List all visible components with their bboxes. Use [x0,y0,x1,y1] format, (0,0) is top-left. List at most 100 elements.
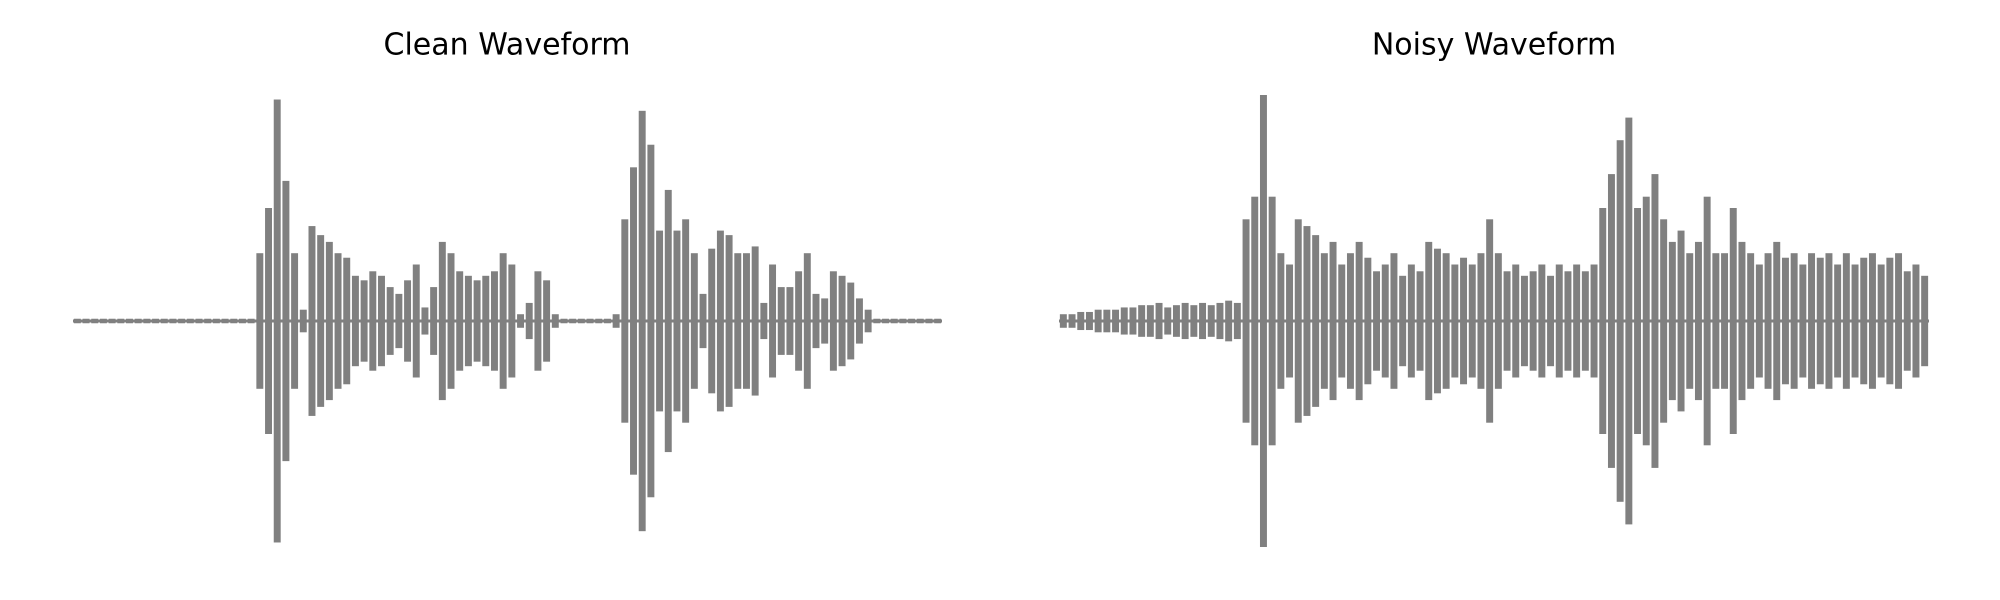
waveform-sample [1329,241,1337,401]
waveform-sample [847,282,855,360]
waveform-sample [699,293,707,349]
waveform-sample [1268,196,1276,446]
waveform-sample [490,271,498,371]
waveform-sample [1199,302,1207,340]
waveform-sample [1486,219,1494,423]
waveform-sample [152,318,160,324]
waveform-sample [1085,311,1093,331]
waveform-sample [769,264,777,378]
waveform-sample [1112,309,1120,333]
waveform-sample [1477,253,1485,389]
waveform-sample [829,271,837,371]
waveform-sample [1573,264,1581,378]
waveform-sample [195,318,203,324]
waveform-sample [925,318,933,324]
waveform-sample [1146,305,1154,337]
waveform-sample [1294,219,1302,423]
waveform-sample [482,275,490,367]
waveform-sample [551,314,559,328]
waveform-sample [1538,264,1546,378]
waveform-sample [638,110,646,532]
waveform-sample [1825,253,1833,389]
waveform-sample [160,318,168,324]
waveform-sample [838,275,846,367]
waveform-sample [1390,253,1398,389]
waveform-sample [682,219,690,423]
waveform-sample [1877,264,1885,378]
waveform-sample [1738,241,1746,401]
waveform-sample [1277,253,1285,389]
waveform-sample [534,271,542,371]
waveform-sample [438,241,446,401]
waveform-sample [212,318,220,324]
waveform-sample [1607,174,1615,468]
waveform-sample [1642,196,1650,446]
waveform-sample [656,230,664,412]
waveform-sample [473,280,481,362]
waveform-sample [1399,275,1407,367]
waveform-sample [1460,257,1468,385]
waveform-sample [430,287,438,355]
waveform-sample [751,246,759,396]
waveform-sample [1903,271,1911,371]
waveform-sample [1781,257,1789,385]
waveform-sample [247,318,255,324]
waveform-sample [1259,95,1267,547]
waveform-sample [569,318,577,324]
waveform-sample [1668,241,1676,401]
waveform-sample [1407,264,1415,378]
waveform-sample [1103,309,1111,333]
waveform-sample [1451,264,1459,378]
waveform-sample [99,318,107,324]
waveform-sample [238,318,246,324]
waveform-sample [1494,253,1502,389]
waveform-sample [1703,196,1711,446]
waveform-sample [1068,314,1076,328]
waveform-sample [855,298,863,344]
waveform-sample [351,275,359,367]
waveform-sample [186,318,194,324]
waveform-sample [1155,302,1163,340]
waveform-sample [1520,275,1528,367]
waveform-sample [1764,253,1772,389]
chart-title: Clean Waveform [384,28,631,63]
waveform-sample [1077,311,1085,331]
waveform-sample [1677,230,1685,412]
waveform-sample [690,253,698,389]
waveform-sample [742,253,750,389]
waveform-sample [873,318,881,324]
waveform-sample [82,318,90,324]
waveform-sample [725,235,733,407]
waveform-sample [1312,235,1320,407]
waveform-sample [812,293,820,349]
waveform-sample [256,253,264,389]
waveform-sample [777,287,785,355]
waveform-sample [821,298,829,344]
waveform-sample [1364,257,1372,385]
waveform-sample [1660,219,1668,423]
waveform-sample [1172,305,1180,337]
waveform-sample [612,314,620,328]
waveform-sample [1721,253,1729,389]
waveform-sample [1816,257,1824,385]
waveform-sample [1129,307,1137,335]
waveform-sample [1251,196,1259,446]
waveform-sample [1120,307,1128,335]
waveform-sample [1790,253,1798,389]
waveform-sample [404,280,412,362]
waveform-sample [517,314,525,328]
waveform-sample [1164,307,1172,335]
waveform-sample [1303,226,1311,416]
waveform-sample [178,318,186,324]
waveform-sample [1468,264,1476,378]
waveform-sample [1233,302,1241,340]
waveform-sample [1564,271,1572,371]
waveform-sample [1373,271,1381,371]
waveform-sample [1729,208,1737,434]
waveform-sample [1912,264,1920,378]
waveform-sample [803,253,811,389]
waveform-sample [1808,253,1816,389]
waveform-sample [882,318,889,324]
waveform-sample [464,275,472,367]
